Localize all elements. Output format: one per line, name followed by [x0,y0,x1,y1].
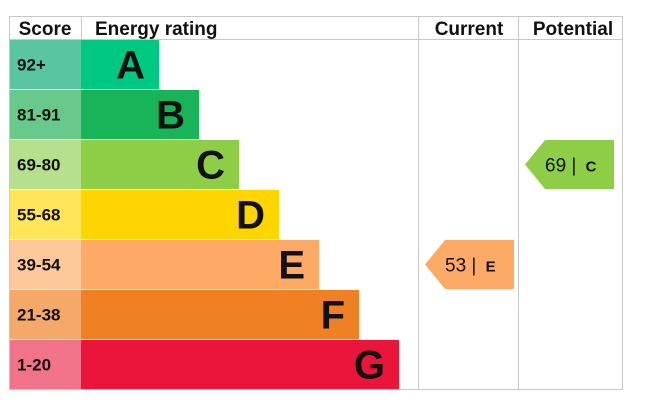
current-rating-arrow [425,240,514,289]
band-bar-e [81,240,319,289]
rating-markers: 53 | E 69 | C [425,140,614,289]
score-range-d: 55-68 [17,206,60,225]
score-range-g: 1-20 [17,356,51,375]
score-cell-g [10,340,81,389]
score-range-a: 92+ [17,56,46,75]
grid-lines [9,16,623,390]
band-letter-g: G [354,344,385,388]
score-cell-a [10,40,81,89]
band-bar-g [81,340,399,389]
band-letter-d: D [236,194,265,238]
score-range-c: 69-80 [17,156,60,175]
score-cell-f [10,290,81,339]
band-bar-d [81,190,279,239]
score-cell-e [10,240,81,289]
rating-bands: 92+ A 81-91 B 69-80 C 55-68 D 39-54 E 21-38 F 1-20 G [10,40,399,389]
header-potential: Potential [533,19,613,40]
score-cell-d [10,190,81,239]
potential-rating-value: 69 | C [545,156,597,177]
score-range-b: 81-91 [17,106,60,125]
band-letter-c: C [196,144,225,188]
band-bar-b [81,90,199,139]
band-letter-b: B [156,94,185,138]
band-bar-c [81,140,239,189]
score-range-e: 39-54 [17,256,61,275]
potential-rating-arrow [525,140,614,189]
band-bar-a [81,40,159,89]
current-rating-value: 53 | E [445,256,496,277]
header-score: Score [19,19,72,40]
band-bar-f [81,290,359,339]
score-cell-c [10,140,81,189]
score-range-f: 21-38 [17,306,60,325]
band-letter-f: F [321,294,345,338]
header-energy-rating: Energy rating [95,19,217,40]
band-letter-e: E [278,244,305,288]
band-letter-a: A [116,44,145,88]
score-cell-b [10,90,81,139]
header-current: Current [435,19,504,40]
